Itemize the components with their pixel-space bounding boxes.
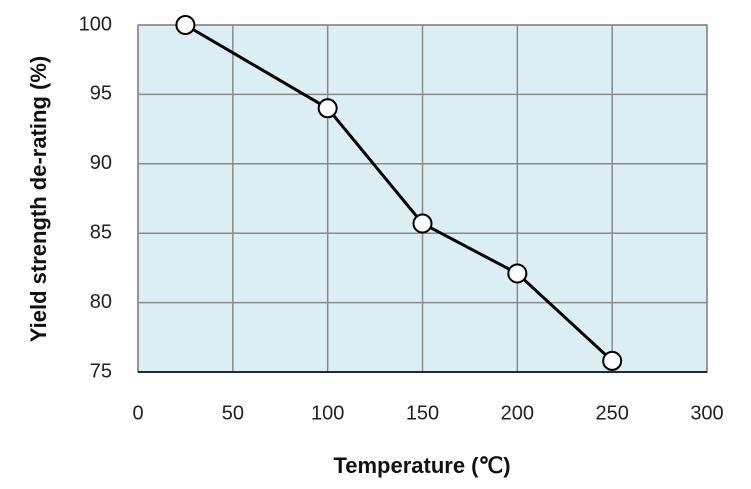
y-tick-label: 75 [90, 360, 112, 382]
x-tick-label: 50 [222, 402, 244, 424]
y-tick-label: 80 [90, 291, 112, 313]
data-point [412, 213, 433, 234]
x-tick-label: 300 [690, 402, 723, 424]
x-tick-label: 200 [501, 402, 534, 424]
x-tick-label: 250 [595, 402, 628, 424]
y-tick-label: 100 [79, 13, 112, 35]
x-tick-label: 100 [311, 402, 344, 424]
x-axis-title: Temperature (℃) [333, 453, 510, 478]
y-tick-label: 85 [90, 221, 112, 243]
data-point [602, 350, 623, 371]
x-tick-label: 0 [132, 402, 143, 424]
y-axis-title: Yield strength de-rating (%) [26, 56, 51, 342]
y-tick-label: 90 [90, 152, 112, 174]
data-point [507, 263, 528, 284]
data-point [317, 98, 338, 119]
y-tick-label: 95 [90, 83, 112, 105]
x-tick-label: 150 [406, 402, 439, 424]
data-point [175, 15, 196, 35]
